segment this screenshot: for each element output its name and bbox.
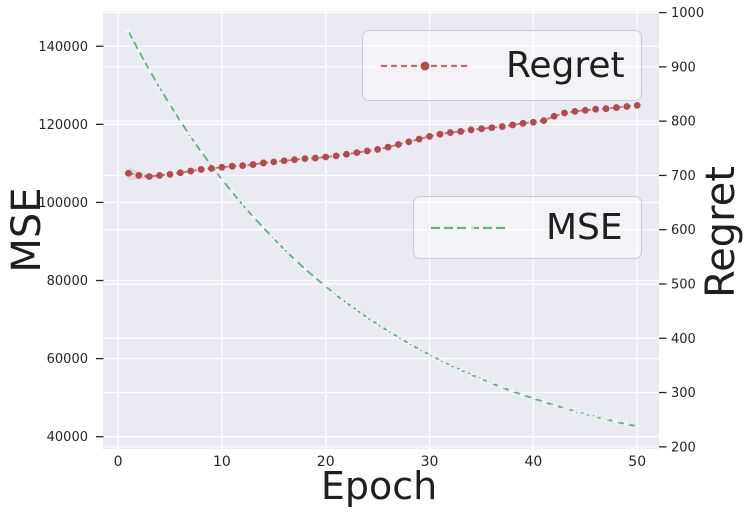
svg-text:600: 600: [671, 223, 696, 238]
svg-text:300: 300: [671, 386, 696, 401]
mse-line-sample-icon: [431, 223, 509, 232]
tick-marks: [96, 11, 667, 448]
svg-text:500: 500: [671, 277, 696, 292]
regret-series: [125, 102, 641, 180]
y-axis-label-right: Regret: [698, 166, 744, 298]
svg-text:140000: 140000: [38, 40, 88, 55]
svg-text:80000: 80000: [47, 274, 88, 289]
svg-text:120000: 120000: [38, 118, 88, 133]
legend-regret-label: Regret: [506, 44, 625, 86]
grid-lines: [103, 11, 659, 449]
legend-regret: Regret: [362, 30, 642, 101]
legend-mse: MSE: [413, 196, 642, 259]
svg-text:0: 0: [114, 454, 123, 470]
svg-text:700: 700: [671, 169, 696, 184]
svg-text:30: 30: [421, 454, 439, 470]
svg-text:20: 20: [317, 454, 335, 470]
svg-text:900: 900: [671, 60, 696, 75]
svg-text:100000: 100000: [38, 196, 88, 211]
x-tick-labels: 0 10 20 30 40 50: [114, 454, 647, 470]
y-right-tick-labels: 200 300 400 500 600 700 800 900 1000: [671, 6, 704, 455]
y-left-tick-labels: 40000 60000 80000 100000 120000 140000: [38, 40, 88, 445]
svg-text:10: 10: [213, 454, 231, 470]
legend-mse-label: MSE: [546, 206, 623, 248]
svg-text:1000: 1000: [671, 6, 704, 21]
svg-text:800: 800: [671, 115, 696, 130]
x-axis-label: Epoch: [320, 464, 438, 508]
svg-text:200: 200: [671, 440, 696, 455]
svg-text:50: 50: [628, 454, 646, 470]
svg-text:40000: 40000: [47, 430, 88, 445]
svg-text:400: 400: [671, 332, 696, 347]
regret-line-sample-icon: [381, 61, 469, 70]
svg-text:60000: 60000: [47, 352, 88, 367]
y-axis-label-left: MSE: [4, 187, 50, 273]
svg-text:40: 40: [524, 454, 542, 470]
